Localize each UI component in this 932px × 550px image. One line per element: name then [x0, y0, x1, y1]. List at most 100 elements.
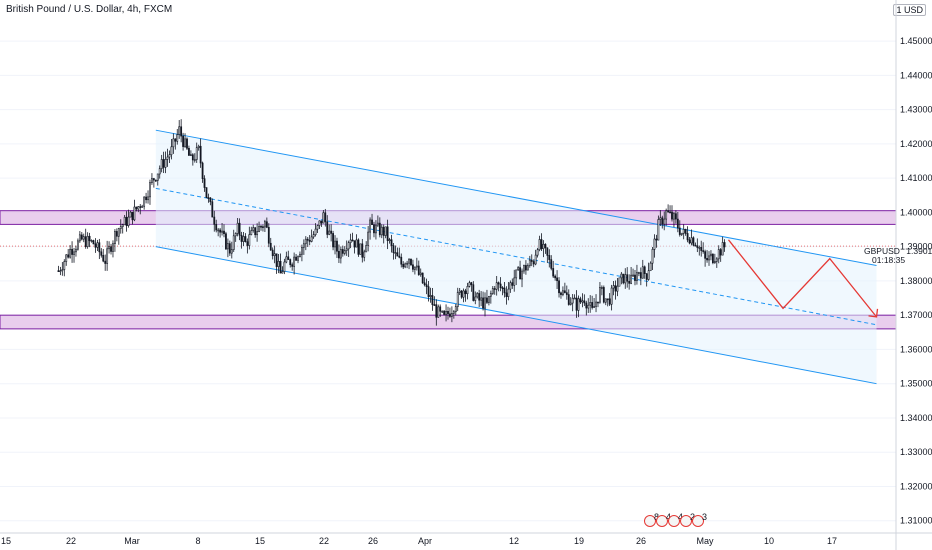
channel-upper-line [155, 129, 877, 266]
candle-body [476, 293, 479, 298]
candle-body [226, 243, 229, 250]
candle-body [562, 290, 564, 295]
y-tick-label: 1.41000 [900, 173, 932, 183]
y-axis[interactable]: 1.31000 1.32000 1.33000 1.34000 1.35000 1.360… [895, 0, 932, 550]
candle-body [682, 229, 685, 234]
candle-body [209, 197, 212, 203]
candle-body [127, 216, 130, 226]
candle-body [423, 282, 426, 286]
candle-body [219, 229, 222, 233]
candle-body [435, 304, 438, 318]
candle-body [223, 230, 225, 234]
y-tick-label: 1.40000 [900, 207, 932, 217]
candle-body [125, 216, 128, 226]
candle-body [509, 282, 512, 290]
candle-body [225, 233, 227, 250]
candle-body [415, 265, 418, 268]
candle-body [158, 168, 161, 175]
candle-body [429, 295, 432, 297]
candle-body [622, 273, 625, 284]
candle-body [135, 206, 138, 210]
candle-body [193, 159, 196, 161]
candle-body [217, 229, 220, 232]
candle-body [517, 267, 520, 271]
candle-body [447, 311, 449, 315]
candle-body [203, 178, 206, 188]
candle-body [443, 310, 446, 315]
candle-body [495, 282, 498, 290]
candle-body [653, 238, 656, 250]
event-flag-icon [656, 515, 668, 527]
candle-body [156, 173, 159, 181]
candle-body [624, 274, 627, 284]
candle-body [717, 249, 720, 260]
candle-body [558, 280, 560, 294]
candle-body [552, 268, 555, 277]
candle-body [154, 179, 157, 182]
currency-selector[interactable]: 1 USD [893, 4, 926, 16]
parallel-channel[interactable] [155, 129, 877, 385]
candle-body [228, 243, 231, 254]
x-axis[interactable]: 15 22 Mar 8 15 22 26 Apr 12 19 26 May 10 17 [0, 532, 932, 546]
candle-body [84, 236, 87, 248]
candle-body [71, 248, 73, 255]
candle-body [168, 154, 171, 158]
candle-body [376, 222, 379, 226]
candle-body [147, 196, 149, 201]
candle-body [277, 260, 280, 267]
x-tick-label: 26 [368, 536, 378, 546]
candle-body [382, 226, 385, 236]
candle-body [221, 230, 223, 233]
candle-body [108, 246, 110, 250]
candle-body [121, 224, 124, 228]
candle-body [659, 217, 662, 220]
candle-body [408, 258, 410, 264]
candle-body [343, 250, 346, 254]
candle-body [674, 213, 677, 220]
candle-body [359, 243, 362, 255]
candle-body [491, 288, 494, 294]
candle-body [519, 267, 521, 280]
candle-body [160, 159, 163, 169]
candle-body [289, 259, 292, 266]
candle-body [151, 178, 153, 183]
candle-body [715, 258, 718, 262]
candle-body [94, 243, 97, 248]
candle-body [264, 221, 266, 228]
candle-body [569, 302, 572, 305]
candle-body [643, 266, 646, 274]
candle-body [145, 196, 147, 201]
candle-body [316, 225, 319, 230]
candle-body [357, 239, 360, 255]
candle-body [308, 239, 311, 242]
candle-body [669, 211, 671, 214]
candle-body [410, 258, 412, 266]
candle-body [579, 298, 582, 303]
candle-body [295, 256, 297, 261]
candle-body [523, 265, 525, 272]
candle-body [98, 242, 101, 253]
candle-body [232, 235, 235, 250]
candle-body [92, 240, 95, 245]
candle-body [680, 232, 683, 235]
y-tick-label: 1.39000 [900, 242, 932, 252]
candle-body [614, 285, 617, 292]
projection-path[interactable] [727, 239, 879, 318]
candle-body [106, 248, 109, 264]
candle-body [474, 296, 477, 301]
candle-body [324, 212, 327, 223]
candle-body [417, 265, 420, 275]
candle-body [137, 206, 140, 210]
candle-body [178, 126, 181, 135]
candle-body [439, 306, 442, 312]
candle-body [460, 290, 463, 298]
candle-body [671, 211, 673, 220]
candle-body [678, 227, 681, 235]
candle-body [710, 253, 712, 257]
candle-body [433, 304, 436, 306]
candle-body [184, 138, 186, 147]
candle-body [583, 300, 586, 304]
current-price-label: GBPUSD 1.39015 01:18:35 [864, 246, 932, 265]
